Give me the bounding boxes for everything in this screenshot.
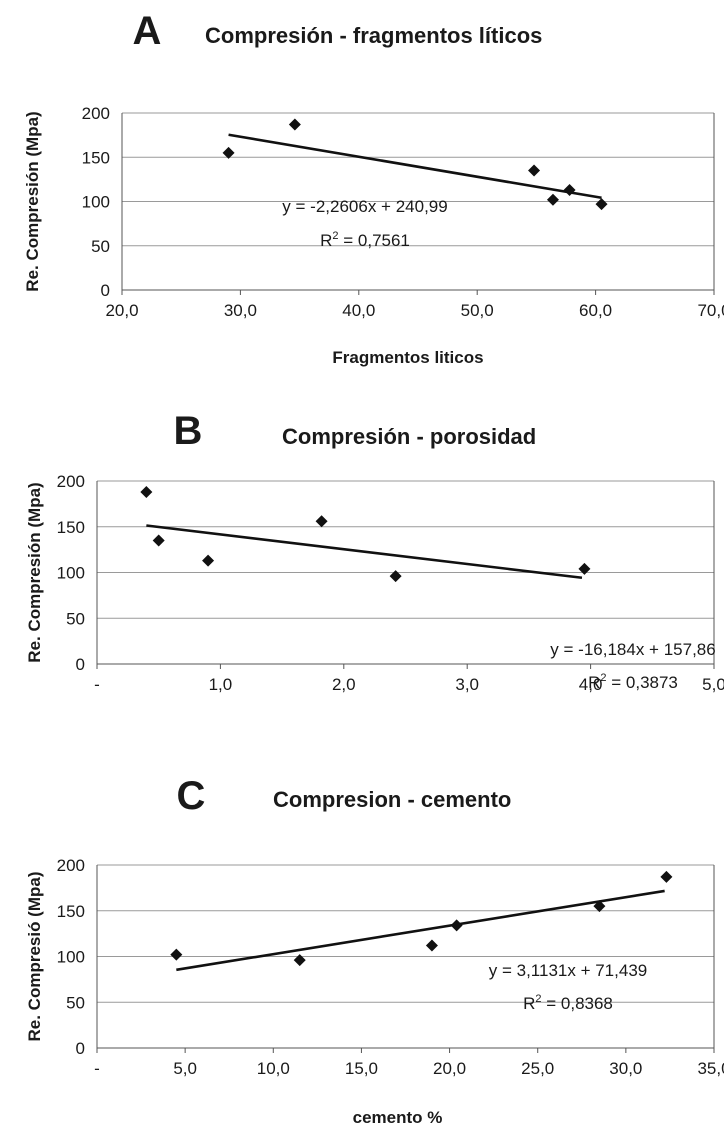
- r-squared: R2 = 0,8368: [523, 993, 613, 1013]
- r-squared-symbol: R: [523, 994, 535, 1013]
- x-tick-label: 30,0: [224, 301, 257, 320]
- data-point: [528, 164, 541, 177]
- data-point: [140, 485, 153, 498]
- r-squared: R2 = 0,3873: [588, 672, 678, 692]
- x-tick-label: -: [94, 1059, 100, 1078]
- r-squared-exponent: 2: [600, 672, 606, 684]
- x-tick-label: 5,0: [173, 1059, 197, 1078]
- trendline: [176, 889, 665, 972]
- r-squared-symbol: R: [588, 673, 600, 692]
- data-point: [425, 939, 438, 952]
- r-squared-symbol: R: [320, 231, 332, 250]
- chart-panel-c: C Compresion - cemento 0 50 100 150 200 - 5,0 10,…: [25, 774, 724, 1127]
- panel-letter: A: [133, 9, 162, 53]
- y-tick-label: 0: [101, 281, 110, 300]
- trendline-equation: y = 3,1131x + 71,439: [489, 961, 647, 980]
- data-point: [546, 193, 559, 206]
- data-point: [593, 900, 606, 913]
- trendline: [146, 524, 583, 580]
- data-point: [202, 554, 215, 567]
- x-tick-label: 35,0: [697, 1059, 724, 1078]
- chart-panel-a: A Compresión - fragmentos líticos 0 50 100 15…: [23, 9, 724, 367]
- y-tick-label: 150: [82, 148, 110, 167]
- y-tick-label: 50: [66, 609, 85, 628]
- x-tick-label: 20,0: [105, 301, 138, 320]
- y-tick-label: 100: [57, 948, 85, 967]
- y-tick-label: 200: [82, 104, 110, 123]
- x-tick-label: 40,0: [342, 301, 375, 320]
- r-squared-value: = 0,3873: [607, 673, 678, 692]
- x-tick-label: 50,0: [461, 301, 494, 320]
- trendline-equation: y = -16,184x + 157,86: [550, 640, 715, 659]
- y-tick-label: 150: [57, 518, 85, 537]
- x-tick-label: 60,0: [579, 301, 612, 320]
- data-point: [450, 919, 463, 932]
- x-tick-label: -: [94, 675, 100, 694]
- y-axis-label: Re. Compresió (Mpa): [25, 871, 44, 1041]
- x-tick-label: 25,0: [521, 1059, 554, 1078]
- r-squared-value: = 0,7561: [339, 231, 410, 250]
- data-point: [315, 515, 328, 528]
- x-tick-label: 4,0: [579, 675, 603, 694]
- data-point: [563, 183, 576, 196]
- y-tick-label: 150: [57, 902, 85, 921]
- data-point: [578, 562, 591, 575]
- x-tick-label: 70,0: [697, 301, 724, 320]
- x-tick-label: 2,0: [332, 675, 356, 694]
- chart-panel-b: B Compresión - porosidad 0 50 100 150 200 - 1,0 2…: [25, 409, 724, 694]
- chart-title: Compresion - cemento: [273, 787, 511, 812]
- r-squared-exponent: 2: [332, 230, 338, 242]
- y-tick-label: 200: [57, 856, 85, 875]
- y-axis-label: Re. Compresión (Mpa): [23, 111, 42, 291]
- y-tick-label: 100: [57, 564, 85, 583]
- data-point: [152, 534, 165, 547]
- x-axis-label: cemento %: [353, 1108, 443, 1127]
- y-tick-label: 50: [66, 993, 85, 1012]
- r-squared-exponent: 2: [535, 993, 541, 1005]
- data-point: [170, 948, 183, 961]
- data-point: [660, 870, 673, 883]
- y-tick-label: 200: [57, 472, 85, 491]
- panel-letter: C: [177, 774, 206, 818]
- y-tick-label: 50: [91, 237, 110, 256]
- r-squared: R2 = 0,7561: [320, 230, 410, 250]
- y-tick-label: 0: [76, 1039, 85, 1058]
- y-tick-label: 100: [82, 193, 110, 212]
- data-point: [595, 198, 608, 211]
- data-point: [293, 954, 306, 967]
- x-tick-label: 20,0: [433, 1059, 466, 1078]
- x-tick-label: 1,0: [209, 675, 233, 694]
- chart-title: Compresión - porosidad: [282, 424, 536, 449]
- y-tick-label: 0: [76, 655, 85, 674]
- trendline-equation: y = -2,2606x + 240,99: [282, 197, 447, 216]
- y-axis-label: Re. Compresión (Mpa): [25, 482, 44, 662]
- x-tick-label: 15,0: [345, 1059, 378, 1078]
- r-squared-value: = 0,8368: [542, 994, 613, 1013]
- trendline: [228, 133, 602, 200]
- x-tick-label: 10,0: [257, 1059, 290, 1078]
- x-tick-label: 5,0: [702, 675, 724, 694]
- x-tick-label: 3,0: [455, 675, 479, 694]
- panel-letter: B: [174, 409, 203, 453]
- x-tick-label: 30,0: [609, 1059, 642, 1078]
- x-axis-label: Fragmentos liticos: [332, 348, 483, 367]
- chart-title: Compresión - fragmentos líticos: [205, 23, 542, 48]
- data-point: [389, 570, 402, 583]
- data-point: [288, 118, 301, 131]
- data-point: [222, 146, 235, 159]
